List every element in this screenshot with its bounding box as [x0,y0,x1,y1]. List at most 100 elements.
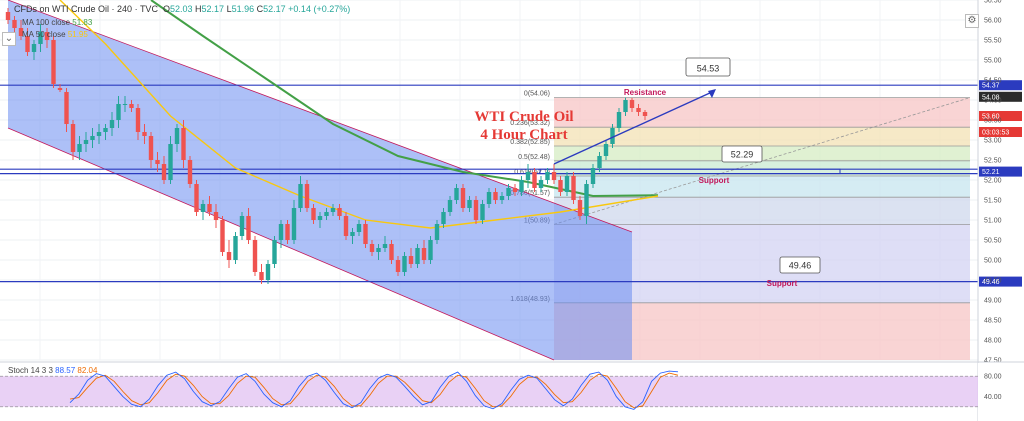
price-tick-label: 50.00 [984,258,1002,265]
candle-body [382,244,388,248]
candle-body [155,160,160,164]
candle-body [64,92,69,124]
ma50-value: 51.95 [67,30,88,39]
candle-body [285,224,290,240]
candle-body [428,240,433,260]
fib-level-label: 0(54.06) [524,91,550,98]
candle-body [441,212,446,224]
price-tick-label: 55.00 [984,58,1002,65]
high-value: 52.17 [201,4,225,14]
arrow-head [708,89,716,98]
price-marker-tag [979,166,1022,177]
close-label: C [256,4,264,14]
candle-body [415,248,420,264]
stoch-legend[interactable]: Stoch 14 3 3 88.57 82.04 [8,366,97,375]
candle-body [363,224,368,244]
price-callout-text: 52.29 [731,150,754,160]
candle-body [402,256,407,272]
chevron-icon[interactable]: ⌄ [2,32,16,46]
ma100-legend[interactable]: MA 100 close 51.83 [22,18,92,27]
candle-body [447,200,453,212]
price-tick-label: 52.00 [984,178,1002,185]
candle-body [12,20,17,28]
price-marker-tag [979,91,1022,102]
candle-body [350,232,355,236]
candle-body [291,208,297,240]
candle-body [304,184,310,208]
candle-body [220,220,225,252]
candle-body [129,104,134,108]
symbol-name[interactable]: CFDs on WTI Crude Oil [14,4,110,14]
candle-body [545,172,550,180]
candle-body [200,204,206,212]
candle-body [70,124,76,152]
candle-body [168,144,173,180]
candle-body [369,244,375,252]
candle-body [31,44,37,52]
price-marker-label: 49.46 [982,279,1000,286]
candle-body [259,272,264,280]
price-tick-label: 49.50 [984,278,1002,285]
candle-body [18,28,24,36]
candle-body [5,12,11,20]
open-label: O [162,4,170,14]
price-tick-label: 53.00 [984,138,1002,145]
candle-body [109,120,115,128]
candle-body [252,240,258,272]
candle-body [610,128,615,144]
candle-body [103,128,108,132]
price-tick-label: 51.50 [984,198,1002,205]
candle-body [337,208,342,216]
candles [5,8,648,284]
gear-icon[interactable]: ⚙ [965,14,979,28]
stoch-tick-label: 80.00 [984,374,1002,381]
candle-body [194,184,199,212]
candle-body [551,172,557,180]
candle-body [317,216,323,220]
price-tick-label: 54.50 [984,78,1002,85]
candle-body [142,132,147,136]
candle-body [512,188,518,192]
candle-body [174,128,180,144]
price-marker-tag [979,111,1022,121]
chart-subtitle: 4 Hour Chart [480,127,567,143]
candle-body [187,160,193,184]
candle-body [343,216,349,236]
ma50-label: MA 50 close [22,30,66,39]
candle-body [584,184,589,216]
stoch-k-line [69,370,679,410]
candle-body [486,192,492,204]
candle-body [90,136,95,140]
candle-body [525,172,531,180]
candle-body [25,36,30,52]
ma100-label: MA 100 close [22,18,71,27]
candle-body [116,104,121,120]
interval[interactable]: 240 [117,4,133,14]
candle-body [265,264,271,280]
price-marker-label: 54.37 [982,83,1000,90]
candle-body [233,236,238,260]
candle-body [57,88,63,90]
candle-body [480,204,485,220]
fib-level-label: 0.786(51.57) [510,190,550,197]
candle-body [356,224,362,232]
descending-channel [8,0,632,360]
price-tick-label: 56.00 [984,18,1002,25]
stoch-k-value: 88.57 [55,366,76,375]
candle-body [246,216,251,240]
candle-body [148,136,154,160]
candle-body [623,100,628,112]
candle-body [434,224,440,240]
stoch-d-value: 82.04 [77,366,98,375]
price-marker-label: 53.60 [982,114,1000,121]
candle-body [44,32,50,40]
ma50-legend[interactable]: MA 50 close 51.95 [22,30,88,39]
price-callout-box [721,145,763,163]
stoch-label: Stoch 14 3 3 [8,366,53,375]
support-label-lower: Support [767,279,798,288]
candle-body [532,172,537,188]
support-zone [539,168,841,175]
candle-body [324,212,329,216]
candle-body [395,260,401,272]
